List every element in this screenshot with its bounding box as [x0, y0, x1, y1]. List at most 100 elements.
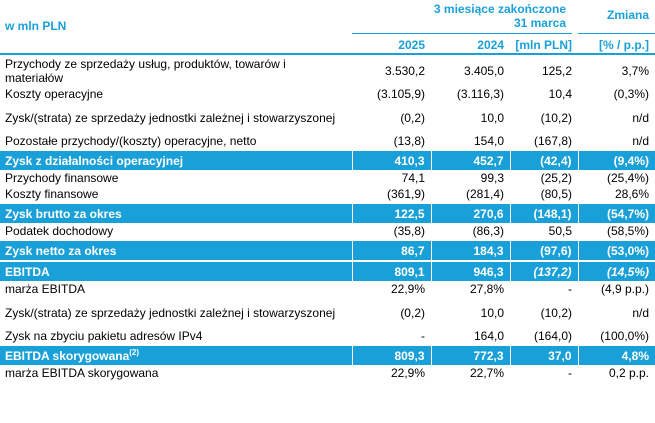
- header-bottom-rule: [0, 53, 655, 55]
- value-2024: 452,7: [430, 149, 510, 170]
- unit-caption: w mln PLN: [5, 19, 67, 33]
- value-2025: 86,7: [351, 239, 431, 261]
- change-pct-text: n/d: [632, 134, 649, 148]
- row-label: Zysk z działalności operacyjnej: [0, 149, 352, 170]
- value-2024-text: 184,3: [473, 243, 504, 258]
- value-2025-text: 3.530,2: [384, 63, 425, 78]
- row-label-text: Przychody ze sprzedaży usług, produktów,…: [5, 56, 286, 85]
- change-pct: (0,3%): [578, 86, 655, 102]
- row-label-text: Zysk/(strata) ze sprzedaży jednostki zal…: [5, 110, 336, 125]
- change-pct: n/d: [578, 297, 655, 328]
- change-mln-text: 10,4: [548, 87, 572, 101]
- row-label: Koszty operacyjne: [0, 86, 352, 102]
- table-row: Przychody ze sprzedaży usług, produktów,…: [0, 55, 655, 86]
- value-2025-text: 122,5: [394, 206, 425, 221]
- row-label-text: Zysk na zbyciu pakietu adresów IPv4: [5, 329, 203, 343]
- value-2025-text: (0,2): [400, 305, 425, 320]
- value-2025: (361,9): [352, 186, 431, 203]
- value-2024-text: 154,0: [473, 134, 504, 148]
- table-row: Zysk brutto za okres 122,5 270,6 (148,1) (54…: [0, 202, 655, 223]
- value-2025: 122,5: [351, 202, 431, 223]
- change-pct-text: 3,7%: [621, 63, 649, 78]
- change-mln-text: (10,2): [540, 110, 572, 125]
- change-mln-text: 125,2: [541, 63, 572, 78]
- change-heading: Zmiana: [606, 8, 649, 22]
- value-2025: 3.530,2: [352, 55, 431, 86]
- change-pct: (25,4%): [578, 170, 655, 186]
- value-2025: -: [352, 328, 431, 345]
- table-row: marża EBITDA skorygowana 22,9% 22,7% - 0,2 p…: [0, 365, 655, 381]
- change-pct: n/d: [578, 133, 655, 150]
- change-mln-text: (25,2): [540, 171, 572, 185]
- change-mln: (148,1): [509, 202, 578, 223]
- change-mln-text: (97,6): [540, 243, 572, 258]
- value-2024: 164,0: [431, 328, 510, 345]
- change-mln: (80,5): [510, 186, 578, 203]
- value-2025-text: (361,9): [386, 187, 425, 201]
- row-label-text: Przychody finansowe: [5, 171, 119, 185]
- change-pct: (9,4%): [577, 149, 655, 170]
- table-row: Zysk/(strata) ze sprzedaży jednostki zal…: [0, 102, 655, 133]
- value-2024: 22,7%: [431, 365, 510, 381]
- change-mln: (25,2): [510, 170, 578, 186]
- table-row: Przychody finansowe 74,1 99,3 (25,2) (25,4%): [0, 170, 655, 186]
- change-pct: (100,0%): [578, 328, 655, 345]
- row-label-text: marża EBITDA: [5, 282, 86, 296]
- value-2024: 3.405,0: [431, 55, 510, 86]
- change-pct-text: (14,5%): [606, 264, 649, 279]
- value-2024-text: 27,8%: [469, 282, 504, 296]
- table-row: Koszty finansowe (361,9) (281,4) (80,5) 28,6…: [0, 186, 655, 203]
- value-2024-text: (3.116,3): [456, 87, 504, 101]
- change-mln-text: (10,2): [540, 305, 572, 320]
- change-pct: (54,7%): [577, 202, 655, 223]
- change-pct-text: (9,4%): [613, 153, 649, 168]
- change-pct-text: (0,3%): [613, 87, 649, 101]
- row-label-text: Zysk brutto za okres: [5, 206, 122, 221]
- value-2025: 809,3: [351, 344, 431, 365]
- change-pct-text: 28,6%: [614, 187, 649, 201]
- financial-table: Przychody ze sprzedaży usług, produktów,…: [0, 55, 655, 381]
- change-mln: 50,5: [510, 223, 578, 240]
- row-label-text: EBITDA skorygowana: [5, 348, 130, 363]
- row-label: Zysk netto za okres: [0, 239, 352, 261]
- value-2025-text: (3.105,9): [376, 87, 425, 101]
- row-label: Przychody ze sprzedaży usług, produktów,…: [0, 55, 352, 86]
- change-mln-text: (137,2): [533, 264, 572, 279]
- period-line-1: 3 miesiące zakończone: [433, 2, 566, 16]
- value-2025-text: 809,1: [394, 264, 425, 279]
- table-row: Zysk na zbyciu pakietu adresów IPv4 - 164,…: [0, 328, 655, 345]
- table-row: Zysk netto za okres 86,7 184,3 (97,6) (53,0%…: [0, 239, 655, 261]
- value-2024-text: 3.405,0: [463, 63, 504, 78]
- value-2025: 410,3: [351, 149, 431, 170]
- value-2025: 22,9%: [352, 281, 431, 297]
- change-pct: 0,2 p.p.: [578, 365, 655, 381]
- change-pct: n/d: [578, 102, 655, 133]
- value-2024: (3.116,3): [431, 86, 510, 102]
- change-mln-text: (80,5): [540, 187, 572, 201]
- col-header-2025: 2025: [398, 38, 425, 52]
- row-label: Koszty finansowe: [0, 186, 352, 203]
- change-mln-text: 50,5: [548, 224, 572, 238]
- value-2024: 10,0: [431, 297, 510, 328]
- change-mln-text: (148,1): [533, 206, 572, 221]
- change-pct: 28,6%: [578, 186, 655, 203]
- change-mln: (42,4): [509, 149, 578, 170]
- change-pct: 3,7%: [578, 55, 655, 86]
- row-label: marża EBITDA skorygowana: [0, 365, 352, 381]
- row-label-text: Pozostałe przychody/(koszty) operacyjne,…: [5, 134, 257, 148]
- value-2025-text: (13,8): [393, 134, 425, 148]
- value-2024: 946,3: [430, 260, 510, 281]
- change-rule: [578, 33, 655, 34]
- change-mln: 37,0: [509, 344, 578, 365]
- change-mln: -: [510, 365, 578, 381]
- value-2025: (0,2): [352, 297, 431, 328]
- change-mln: 10,4: [510, 86, 578, 102]
- row-label: Pozostałe przychody/(koszty) operacyjne,…: [0, 133, 352, 150]
- change-pct-text: (58,5%): [606, 224, 649, 238]
- footnote-marker: (2): [129, 347, 140, 357]
- value-2024: 154,0: [431, 133, 510, 150]
- table-row: EBITDA 809,1 946,3 (137,2) (14,5%): [0, 260, 655, 281]
- row-label: Zysk/(strata) ze sprzedaży jednostki zal…: [0, 297, 352, 328]
- row-label: Przychody finansowe: [0, 170, 352, 186]
